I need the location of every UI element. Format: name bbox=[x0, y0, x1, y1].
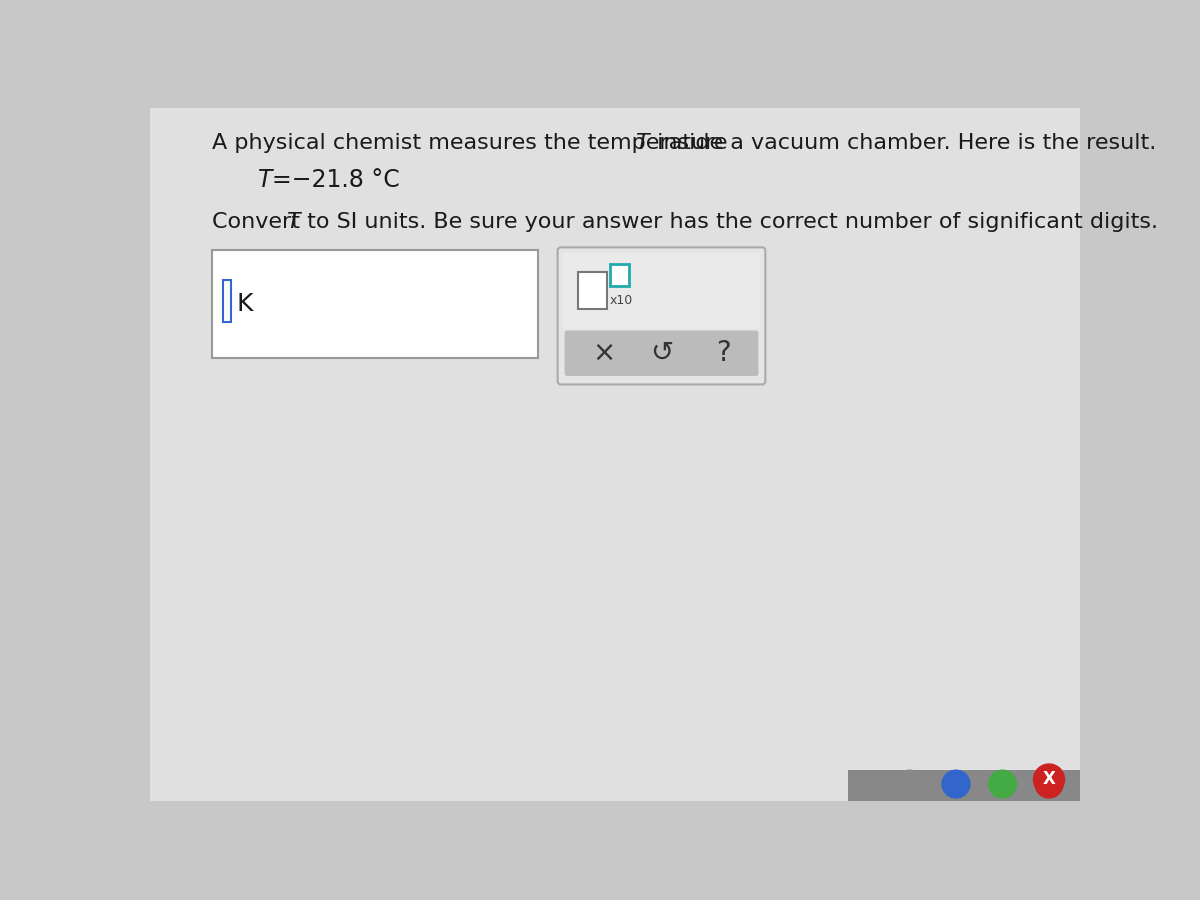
Text: ↺: ↺ bbox=[650, 339, 673, 367]
Bar bbox=[611, 265, 629, 286]
FancyBboxPatch shape bbox=[212, 250, 538, 358]
FancyBboxPatch shape bbox=[565, 330, 758, 376]
Text: ?: ? bbox=[716, 339, 731, 367]
Bar bbox=[223, 280, 232, 322]
Circle shape bbox=[1033, 764, 1064, 795]
Circle shape bbox=[942, 770, 970, 798]
Text: =−21.8 °C: =−21.8 °C bbox=[272, 167, 401, 192]
Text: ×: × bbox=[592, 339, 616, 367]
FancyBboxPatch shape bbox=[150, 108, 1080, 801]
Text: $T$: $T$ bbox=[286, 212, 302, 232]
FancyBboxPatch shape bbox=[563, 253, 760, 329]
Bar bbox=[847, 770, 1080, 801]
FancyBboxPatch shape bbox=[558, 248, 766, 384]
Circle shape bbox=[895, 770, 924, 798]
Text: K: K bbox=[236, 292, 253, 317]
Text: A physical chemist measures the temperature: A physical chemist measures the temperat… bbox=[212, 132, 734, 153]
Circle shape bbox=[989, 770, 1016, 798]
Text: X: X bbox=[1043, 770, 1056, 788]
Circle shape bbox=[1036, 770, 1063, 798]
Text: Convert: Convert bbox=[212, 212, 307, 232]
Text: $T$: $T$ bbox=[635, 132, 652, 153]
Text: x10: x10 bbox=[610, 294, 632, 308]
Text: $T$: $T$ bbox=[257, 167, 275, 192]
Text: to SI units. Be sure your answer has the correct number of significant digits.: to SI units. Be sure your answer has the… bbox=[300, 212, 1158, 232]
Text: inside a vacuum chamber. Here is the result.: inside a vacuum chamber. Here is the res… bbox=[650, 132, 1156, 153]
Bar bbox=[578, 272, 607, 309]
